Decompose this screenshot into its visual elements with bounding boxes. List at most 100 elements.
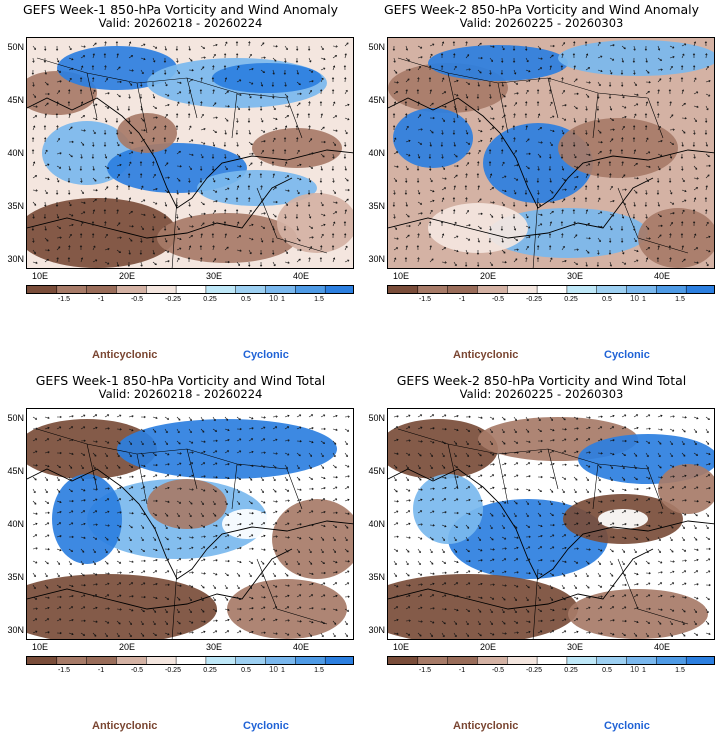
wind-arrow xyxy=(393,452,399,455)
colorbar-label: 1.5 xyxy=(675,667,685,674)
wind-arrow xyxy=(92,452,97,457)
wind-arrow xyxy=(561,500,565,505)
wind-arrow xyxy=(693,261,699,264)
wind-arrow xyxy=(164,500,170,503)
wind-arrowhead xyxy=(540,462,543,465)
wind-arrow xyxy=(92,198,97,203)
wind-arrowhead xyxy=(154,263,157,266)
wind-arrowhead xyxy=(696,417,699,420)
wind-arrowhead xyxy=(622,96,625,99)
wind-arrow xyxy=(260,618,266,622)
wind-arrow xyxy=(465,81,470,85)
wind-arrow xyxy=(549,450,554,454)
wind-arrow xyxy=(561,572,566,577)
wind-arrowhead xyxy=(45,149,48,152)
scale-mark: 10 xyxy=(630,665,639,674)
wind-arrowhead xyxy=(683,430,686,433)
wind-arrowhead xyxy=(395,466,398,469)
wind-arrow xyxy=(549,428,555,431)
wind-arrowhead xyxy=(576,175,579,179)
wind-arrowhead xyxy=(479,198,482,201)
wind-arrow xyxy=(176,101,180,107)
wind-arrowhead xyxy=(177,526,180,529)
wind-arrow xyxy=(188,452,194,454)
wind-arrow xyxy=(633,510,639,514)
wind-arrow xyxy=(44,572,48,578)
wind-arrowhead xyxy=(273,574,276,577)
wind-arrow xyxy=(188,546,194,550)
colorbar-segment xyxy=(417,286,449,293)
wind-arrow xyxy=(56,438,62,442)
wind-arrowhead xyxy=(213,180,216,183)
wind-arrow xyxy=(693,559,699,562)
wind-arrowhead xyxy=(187,257,191,260)
wind-arrow xyxy=(549,101,553,107)
wind-arrowhead xyxy=(600,618,603,621)
wind-arrowhead xyxy=(536,245,540,248)
wind-arrowhead xyxy=(432,414,435,417)
wind-arrowhead xyxy=(299,163,302,166)
wind-arrowhead xyxy=(203,475,206,478)
wind-arrowhead xyxy=(696,177,699,180)
wind-arrowhead xyxy=(575,262,578,265)
wind-arrowhead xyxy=(104,41,107,44)
wind-arrowhead xyxy=(239,165,242,168)
wind-arrowhead xyxy=(105,466,108,470)
wind-arrowhead xyxy=(226,119,229,122)
wind-arrowhead xyxy=(635,162,638,166)
wind-arrow xyxy=(260,560,265,565)
wind-arrow xyxy=(92,594,98,598)
wind-arrowhead xyxy=(55,48,59,51)
wind-arrowhead xyxy=(612,606,615,609)
wind-arrow xyxy=(56,138,60,143)
wind-arrowhead xyxy=(261,120,264,123)
wind-arrowhead xyxy=(563,598,566,601)
wind-arrowhead xyxy=(455,442,458,445)
wind-arrowhead xyxy=(189,598,192,602)
wind-arrow xyxy=(681,596,687,598)
wind-arrowhead xyxy=(480,464,483,467)
wind-arrowhead xyxy=(263,438,266,441)
wind-arrowhead xyxy=(179,247,182,250)
wind-arrow xyxy=(236,117,238,123)
wind-arrowhead xyxy=(47,534,50,537)
wind-arrowhead xyxy=(179,632,182,635)
wind-arrow xyxy=(645,57,648,63)
wind-arrowhead xyxy=(83,489,86,492)
lat-label: 50N xyxy=(368,413,385,423)
wind-arrow xyxy=(597,211,603,215)
wind-arrowhead xyxy=(129,442,132,445)
wind-arrow xyxy=(477,69,482,74)
wind-arrowhead xyxy=(107,582,110,585)
wind-arrowhead xyxy=(251,597,254,600)
wind-arrow xyxy=(681,632,686,637)
wind-arrow xyxy=(32,500,37,505)
wind-arrowhead xyxy=(456,570,459,574)
wind-arrow xyxy=(92,510,98,514)
wind-arrowhead xyxy=(659,58,662,61)
wind-arrowhead xyxy=(296,113,299,116)
wind-arrow xyxy=(68,584,74,587)
wind-arrow xyxy=(248,209,252,215)
wind-arrowhead xyxy=(68,245,71,248)
wind-arrowhead xyxy=(275,510,278,513)
wind-arrowhead xyxy=(323,223,326,227)
wind-arrowhead xyxy=(297,563,300,566)
wind-arrowhead xyxy=(143,595,146,599)
wind-arrow xyxy=(681,512,687,516)
wind-arrow xyxy=(224,584,228,590)
wind-arrowhead xyxy=(274,490,277,493)
wind-arrow xyxy=(212,177,216,183)
wind-arrowhead xyxy=(585,209,589,212)
wind-arrowhead xyxy=(563,477,567,480)
wind-arrowhead xyxy=(420,606,423,609)
wind-arrow xyxy=(417,606,423,610)
wind-arrowhead xyxy=(456,235,459,238)
wind-arrowhead xyxy=(465,197,468,200)
wind-arrowhead xyxy=(275,500,278,503)
wind-arrowhead xyxy=(335,486,338,489)
wind-arrowhead xyxy=(335,608,338,612)
wind-arrowhead xyxy=(335,571,338,574)
wind-arrow xyxy=(405,45,408,51)
wind-arrow xyxy=(260,488,264,493)
